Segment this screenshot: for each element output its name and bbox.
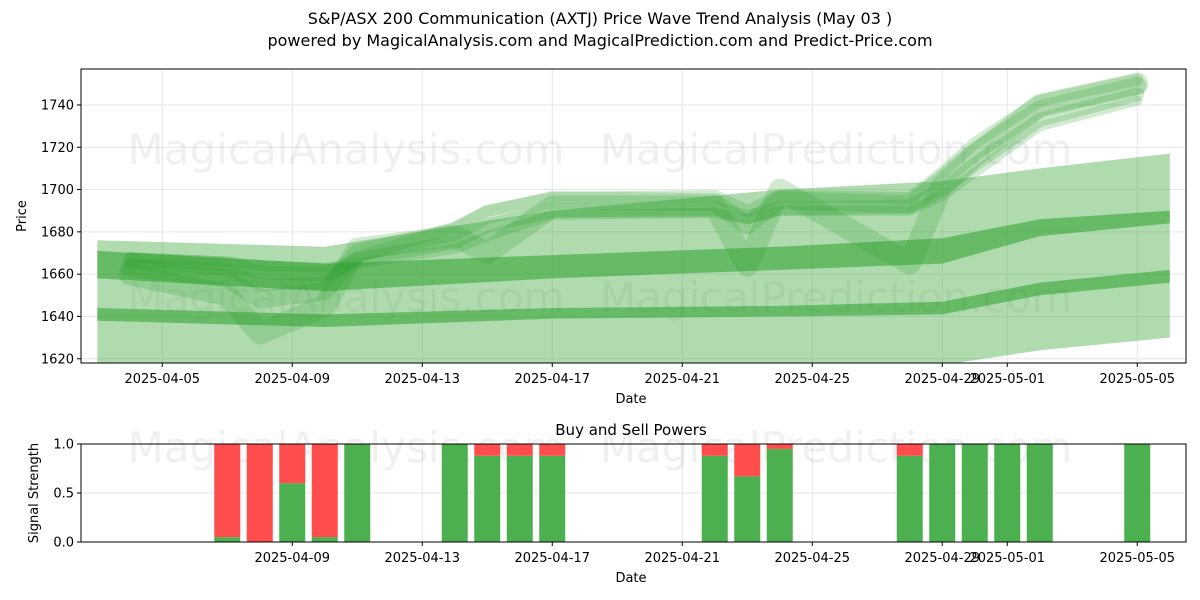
buy-power-bar — [994, 444, 1021, 542]
sell-power-bar — [539, 444, 566, 456]
price-y-tick-label: 1700 — [41, 183, 74, 198]
price-wave-series-2 — [120, 76, 1147, 309]
sell-power-bar — [474, 444, 501, 456]
signal-y-axis-label: Signal Strength — [27, 443, 42, 543]
signal-x-tick-label: 2025-04-25 — [774, 551, 850, 566]
buy-power-bar — [896, 455, 923, 542]
buy-power-bar — [734, 476, 761, 542]
sell-power-bar — [896, 444, 923, 456]
buy-power-bar — [506, 455, 533, 542]
price-band-3 — [97, 153, 1170, 363]
signal-x-tick-label: 2025-04-09 — [254, 551, 330, 566]
price-axes: 1620 1640 1660 1680 1700 1720 1740 2025-04-05 20… — [41, 98, 1175, 387]
signal-y-tick-label: 1.0 — [53, 438, 74, 453]
price-y-tick-label: 1680 — [41, 225, 74, 240]
watermark-text: MagicalPrediction.com — [600, 423, 1073, 472]
sell-power-bar — [734, 444, 761, 477]
price-plot-area — [97, 72, 1170, 363]
price-y-tick-label: 1660 — [41, 268, 74, 283]
price-x-tick-label: 2025-04-09 — [254, 372, 330, 387]
buy-power-bar — [766, 448, 793, 542]
price-band-1 — [97, 210, 1170, 292]
price-y-axis-label: Price — [15, 200, 30, 232]
sell-power-bar — [311, 444, 338, 538]
buy-power-bar — [474, 455, 501, 542]
signal-x-tick-label: 2025-04-21 — [644, 551, 720, 566]
price-x-tick-label: 2025-04-29 — [904, 372, 980, 387]
signal-x-tick-label: 2025-05-01 — [969, 551, 1045, 566]
buy-power-bar — [929, 444, 956, 542]
watermark-text: MagicalPrediction.com — [600, 125, 1073, 174]
price-wave-series-1 — [122, 87, 1145, 282]
sell-power-bar — [506, 444, 533, 456]
sell-power-bar — [214, 444, 241, 538]
signal-x-tick-label: 2025-04-13 — [384, 551, 460, 566]
price-x-tick-label: 2025-04-17 — [514, 372, 590, 387]
buy-power-bar — [311, 537, 338, 542]
price-y-tick-label: 1720 — [41, 141, 74, 156]
buy-power-bar — [279, 483, 306, 542]
signal-x-tick-label: 2025-05-05 — [1099, 551, 1175, 566]
buy-power-bar — [441, 444, 468, 542]
price-wave-series-3 — [118, 72, 1149, 345]
price-x-tick-label: 2025-05-01 — [969, 372, 1045, 387]
chart-subtitle: powered by MagicalAnalysis.com and Magic… — [267, 31, 933, 50]
price-x-axis-label: Date — [615, 392, 646, 407]
price-band-2 — [97, 269, 1170, 327]
signal-axes: 0.0 0.5 1.0 2025-04-09 2025-04-13 2025-04-17 2… — [53, 438, 1175, 567]
sell-power-bar — [766, 444, 793, 449]
buy-power-bar — [539, 455, 566, 542]
signal-x-tick-label: 2025-04-17 — [514, 551, 590, 566]
sell-power-bar — [279, 444, 306, 484]
price-x-tick-label: 2025-04-21 — [644, 372, 720, 387]
signal-plot-area — [214, 444, 1151, 542]
signal-chart-title: Buy and Sell Powers — [555, 421, 707, 439]
watermark-text: MagicalAnalysis.com — [128, 125, 565, 174]
buy-power-bar — [214, 537, 241, 542]
price-x-tick-label: 2025-04-25 — [774, 372, 850, 387]
chart-title: S&P/ASX 200 Communication (AXTJ) Price W… — [307, 9, 893, 28]
buy-power-bar — [344, 444, 371, 542]
price-x-tick-label: 2025-05-05 — [1099, 372, 1175, 387]
price-y-tick-label: 1620 — [41, 352, 74, 367]
buy-power-bar — [701, 455, 728, 542]
price-y-tick-label: 1640 — [41, 310, 74, 325]
signal-y-tick-label: 0.5 — [53, 487, 74, 502]
buy-power-bar — [961, 444, 988, 542]
price-wave-series-5 — [124, 95, 1143, 273]
buy-power-bar — [1124, 444, 1151, 542]
signal-x-tick-label: 2025-04-29 — [904, 551, 980, 566]
price-y-tick-label: 1740 — [41, 98, 74, 113]
price-wave-series-4 — [123, 73, 1144, 291]
signal-x-axis-label: Date — [615, 571, 646, 586]
price-x-tick-label: 2025-04-05 — [124, 372, 200, 387]
sell-power-bar — [246, 444, 273, 542]
signal-y-tick-label: 0.0 — [53, 536, 74, 551]
buy-power-bar — [1026, 444, 1053, 542]
price-x-tick-label: 2025-04-13 — [384, 372, 460, 387]
price-axes-frame — [80, 68, 1187, 364]
sell-power-bar — [701, 444, 728, 456]
